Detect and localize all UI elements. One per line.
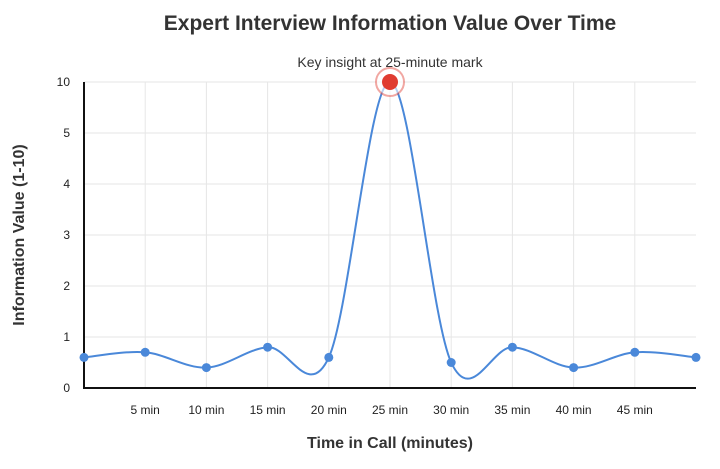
x-tick-label: 45 min (617, 403, 653, 417)
x-tick-label: 20 min (311, 403, 347, 417)
axes (83, 82, 696, 389)
y-tick-label: 2 (63, 279, 70, 293)
data-point (201, 363, 211, 373)
y-tick-label: 4 (63, 177, 70, 191)
data-point (691, 352, 701, 362)
x-tick-label: 15 min (250, 403, 286, 417)
data-point (324, 352, 334, 362)
data-point (263, 342, 273, 352)
x-tick-label: 35 min (494, 403, 530, 417)
x-tick-label: 25 min (372, 403, 408, 417)
data-point (446, 358, 456, 367)
x-tick-label: 10 min (188, 403, 224, 417)
data-point (79, 352, 89, 362)
chart-annotation: Key insight at 25-minute mark (297, 54, 483, 70)
x-tick-label: 30 min (433, 403, 469, 417)
data-point (569, 363, 579, 373)
x-tick-label: 40 min (556, 403, 592, 417)
data-point (630, 347, 640, 357)
x-tick-labels: 5 min 10 min 15 min 20 min 25 min 30 min 35 mi… (131, 403, 653, 417)
y-tick-label: 1 (63, 330, 70, 344)
data-points (79, 67, 701, 373)
chart-title: Expert Interview Information Value Over … (164, 12, 616, 35)
highlight-point (382, 74, 398, 90)
data-point (140, 347, 150, 357)
y-tick-label: 3 (63, 228, 70, 242)
data-point (507, 342, 517, 352)
y-tick-label: 5 (63, 126, 70, 140)
y-tick-labels: 0 1 2 3 4 5 10 (57, 75, 71, 395)
y-tick-label: 10 (57, 75, 71, 89)
y-axis-label: Information Value (1-10) (11, 144, 28, 325)
grid (84, 81, 696, 388)
y-tick-label: 0 (63, 381, 70, 395)
x-tick-label: 5 min (131, 403, 160, 417)
x-axis-label: Time in Call (minutes) (307, 435, 473, 452)
